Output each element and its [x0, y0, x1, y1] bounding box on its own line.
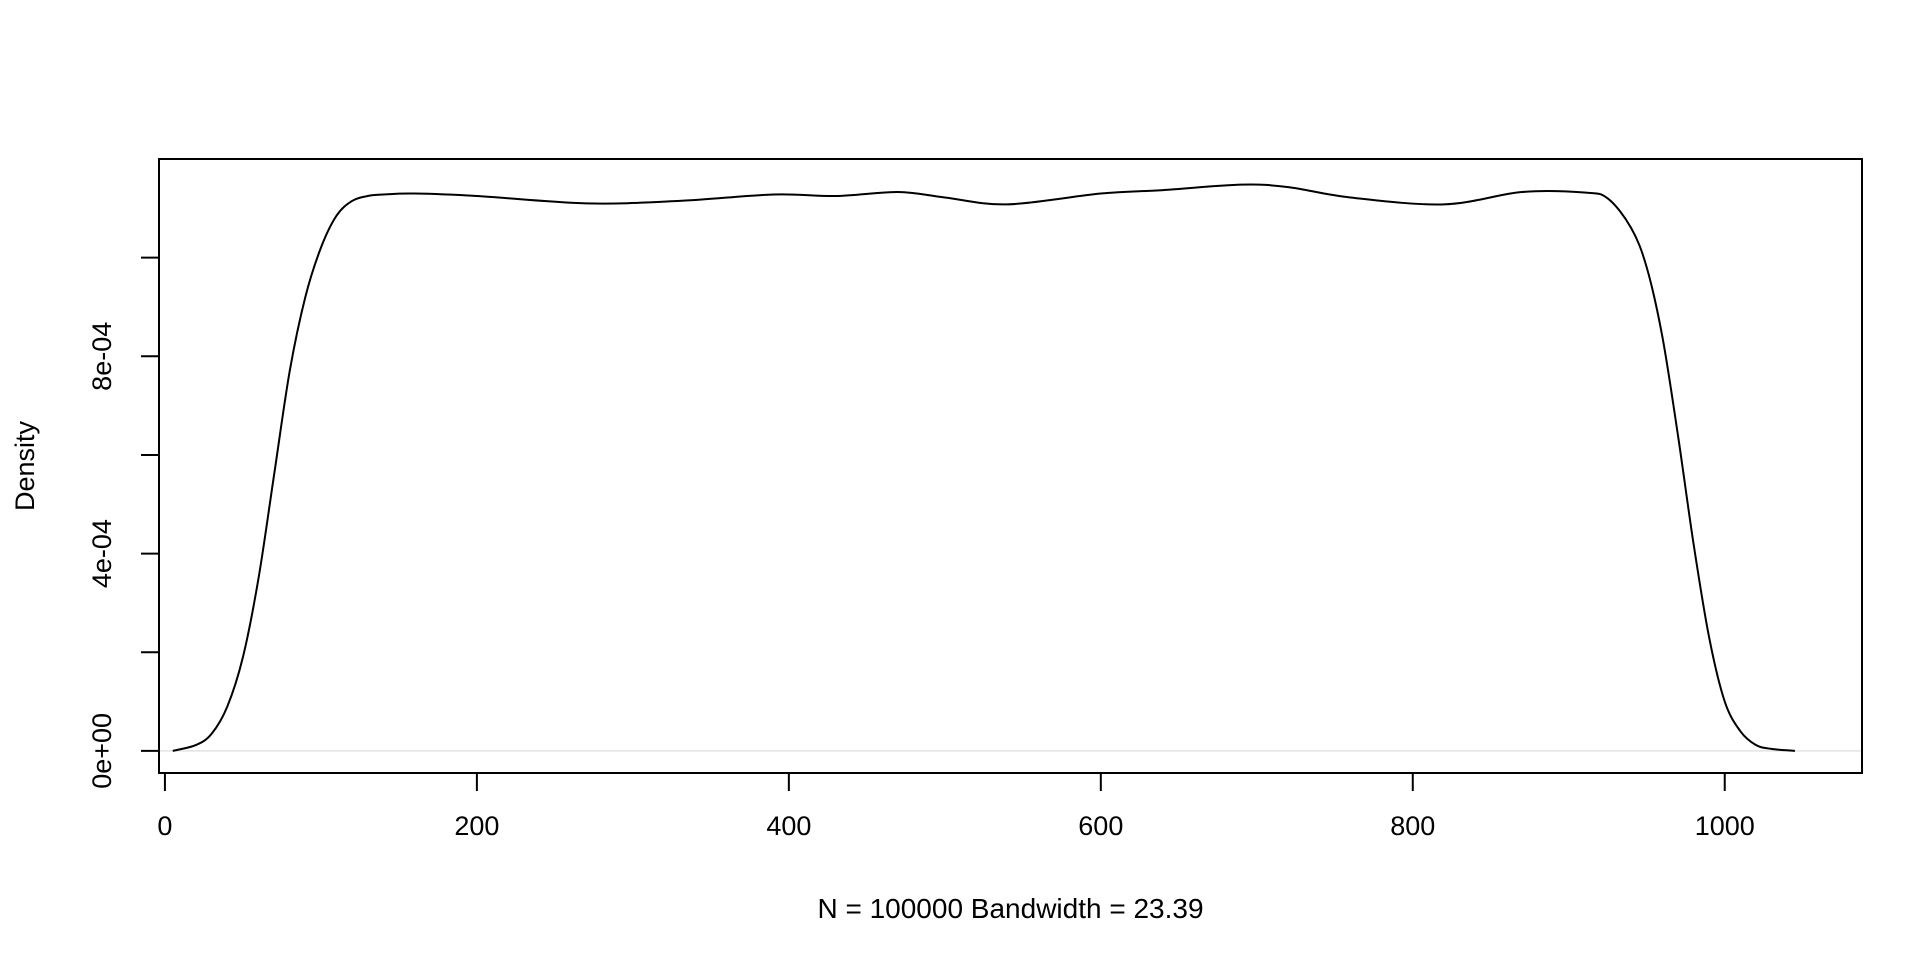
- series-layer: [172, 183, 1796, 752]
- x-tick-label-0: 0: [157, 811, 172, 841]
- x-axis: 0 200 400 600 800 1000: [157, 772, 1755, 841]
- y-tick-label-0: 0e+00: [87, 713, 117, 789]
- y-axis-title: Density: [10, 420, 40, 511]
- y-tick-label-4: 8e-04: [87, 322, 117, 391]
- x-tick-label-4: 800: [1390, 811, 1435, 841]
- x-axis-title: N = 100000 Bandwidth = 23.39: [817, 893, 1203, 924]
- y-tick-label-2: 4e-04: [87, 519, 117, 588]
- y-axis: 0e+00 4e-04 8e-04: [87, 256, 160, 789]
- x-tick-label-5: 1000: [1695, 811, 1755, 841]
- x-tick-label-3: 600: [1078, 811, 1123, 841]
- x-tick-label-2: 400: [766, 811, 811, 841]
- density-line-0: [172, 183, 1796, 752]
- x-tick-label-1: 200: [454, 811, 499, 841]
